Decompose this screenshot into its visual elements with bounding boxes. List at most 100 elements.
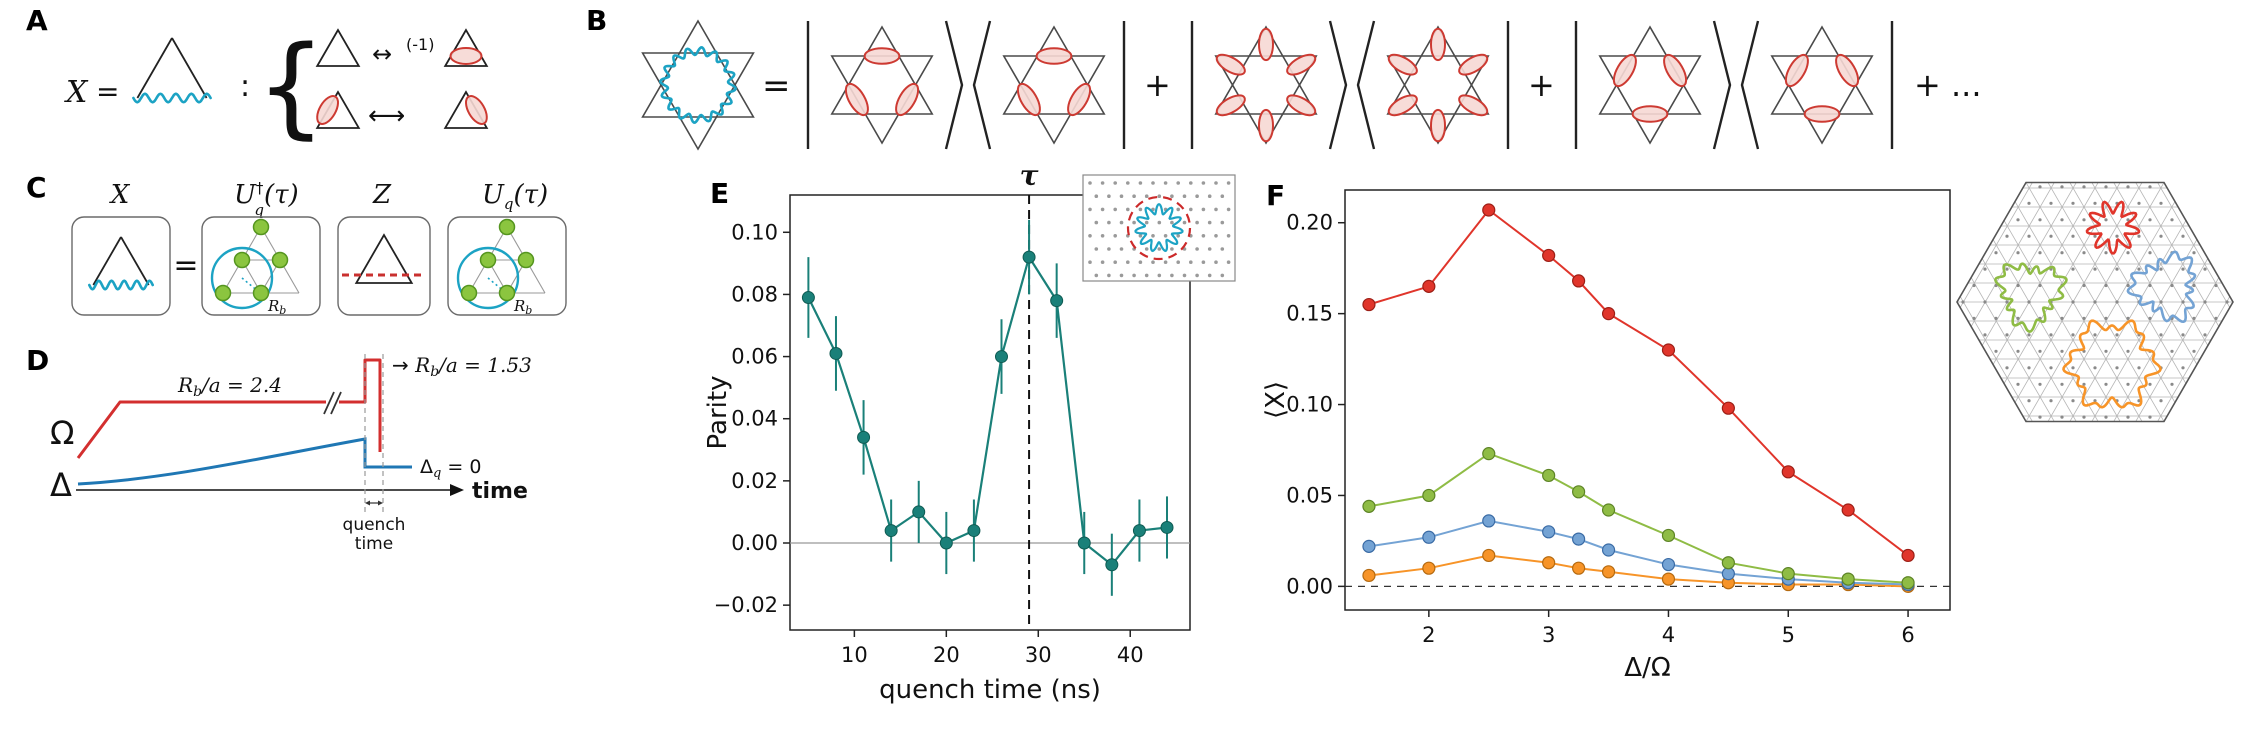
data-point-red-star-loop	[1572, 274, 1586, 288]
lattice-site	[1950, 284, 1953, 287]
wavy-loop	[1134, 203, 1184, 253]
lattice-site	[1157, 273, 1162, 278]
lattice-site	[2104, 251, 2108, 255]
lattice-site	[2038, 349, 2042, 353]
lattice-site	[1144, 273, 1149, 278]
dimer-ellipse	[1387, 94, 1418, 117]
lattice-site	[2115, 267, 2119, 271]
dimer-ellipse	[1430, 27, 1446, 62]
lattice-site	[2071, 201, 2075, 205]
lattice-site	[2214, 283, 2218, 288]
z-operator-box	[337, 216, 431, 316]
lattice-site	[1983, 201, 1987, 205]
lattice-site	[2170, 185, 2174, 189]
lattice-site	[2181, 234, 2185, 238]
lattice-site	[1088, 207, 1092, 212]
data-point-orange-hexagon-loop	[1482, 548, 1496, 563]
data-point-green-triangle-loop	[1362, 499, 1376, 513]
x-triangle	[88, 236, 154, 291]
dimer-ellipse	[1286, 53, 1317, 76]
u-box	[447, 216, 567, 316]
lattice-site	[2225, 267, 2229, 271]
lattice-site	[2225, 300, 2229, 304]
lattice-site	[1176, 260, 1180, 264]
lattice-site	[1126, 207, 1130, 212]
lattice-site	[1961, 333, 1965, 337]
colon: :	[240, 69, 250, 104]
lattice-site	[2060, 316, 2064, 320]
lattice-site	[2170, 415, 2174, 419]
lattice-site	[2005, 399, 2009, 403]
lattice-site	[1226, 207, 1231, 212]
lattice-site	[2247, 399, 2250, 402]
lattice-site	[1094, 273, 1099, 278]
lattice-site	[2203, 267, 2207, 271]
omega-label: Ω	[50, 414, 74, 452]
lattice-inset	[1082, 174, 1236, 282]
panel-b: B = + + + ...	[580, 0, 2251, 165]
lattice-site	[2214, 185, 2218, 189]
axis-arrowhead	[450, 484, 464, 496]
data-point	[1050, 294, 1064, 308]
lattice-site	[2225, 234, 2229, 238]
dimer-ellipse	[1631, 105, 1669, 123]
maps-to-arrow: ↔	[372, 40, 392, 68]
lattice-site	[1983, 333, 1987, 337]
data-point-blue-triangle-loop	[1362, 539, 1376, 553]
data-point-blue-triangle-loop	[1661, 557, 1676, 572]
lattice-site	[1163, 181, 1168, 185]
lattice-site	[1144, 247, 1149, 251]
lattice-site	[2170, 218, 2174, 222]
lattice-site	[1170, 273, 1174, 278]
lattice-site	[2049, 366, 2053, 370]
lattice-site	[1201, 234, 1206, 238]
lattice-site	[1994, 382, 1998, 386]
green-triangle-loop	[1994, 262, 2068, 333]
lattice-site	[2016, 251, 2020, 255]
data-point-blue-triangle-loop	[1721, 567, 1735, 581]
y-axis-label: Parity	[703, 376, 733, 450]
data-line	[807, 254, 1168, 567]
lattice-site	[2247, 300, 2250, 303]
panel-f: F 2 3 4 5 6 0.00 0.05 0.10 0.15 0.20 Δ/Ω ⟨X⟩	[1260, 165, 2251, 744]
lattice-site	[2104, 349, 2108, 353]
brace: {	[256, 22, 326, 150]
lattice-site	[1119, 194, 1124, 198]
lattice-site	[1189, 260, 1193, 264]
lattice-site	[1994, 185, 1998, 189]
lattice-site	[1939, 333, 1942, 336]
lattice-site	[2236, 317, 2239, 320]
lattice-site	[2247, 366, 2250, 369]
lattice-site	[2126, 316, 2130, 320]
lattice-site	[2225, 201, 2229, 205]
lattice-site	[2093, 366, 2097, 370]
lattice-site	[2016, 382, 2020, 386]
lattice-site	[2247, 202, 2250, 205]
lattice-site	[2016, 349, 2020, 353]
data-point-blue-triangle-loop	[1601, 543, 1616, 557]
x-operator-box	[71, 216, 171, 316]
lattice-site	[2170, 382, 2174, 386]
x-tick-label: 6	[1901, 623, 1914, 647]
atom	[214, 284, 232, 302]
lattice-site	[2236, 416, 2239, 419]
lattice-site	[2093, 201, 2097, 205]
u-dagger-box	[201, 216, 321, 316]
lattice-site	[2225, 366, 2229, 370]
plot-box	[1344, 189, 1951, 611]
y-tick-label: 0.10	[1286, 393, 1333, 417]
lattice-site	[2192, 185, 2196, 189]
equals: =	[762, 66, 791, 106]
x-symbol: X	[64, 75, 89, 110]
lattice-site	[1189, 181, 1193, 185]
lattice-site	[2236, 185, 2239, 188]
y-axis-label: ⟨X⟩	[1261, 381, 1291, 419]
dimer-ellipse	[1387, 53, 1418, 76]
lattice-site	[1961, 201, 1965, 205]
x-tick-label: 2	[1422, 623, 1435, 647]
lattice-site	[2137, 366, 2141, 370]
x-triangle	[132, 37, 212, 104]
lattice-site	[1939, 202, 1942, 205]
panel-e: E τ 10 20 30 40 −0.02 0.00 0.02 0.04 0.06 0.08 0.10…	[700, 159, 1255, 744]
rb-quench-label: → Rb/a = 1.53	[392, 353, 532, 380]
